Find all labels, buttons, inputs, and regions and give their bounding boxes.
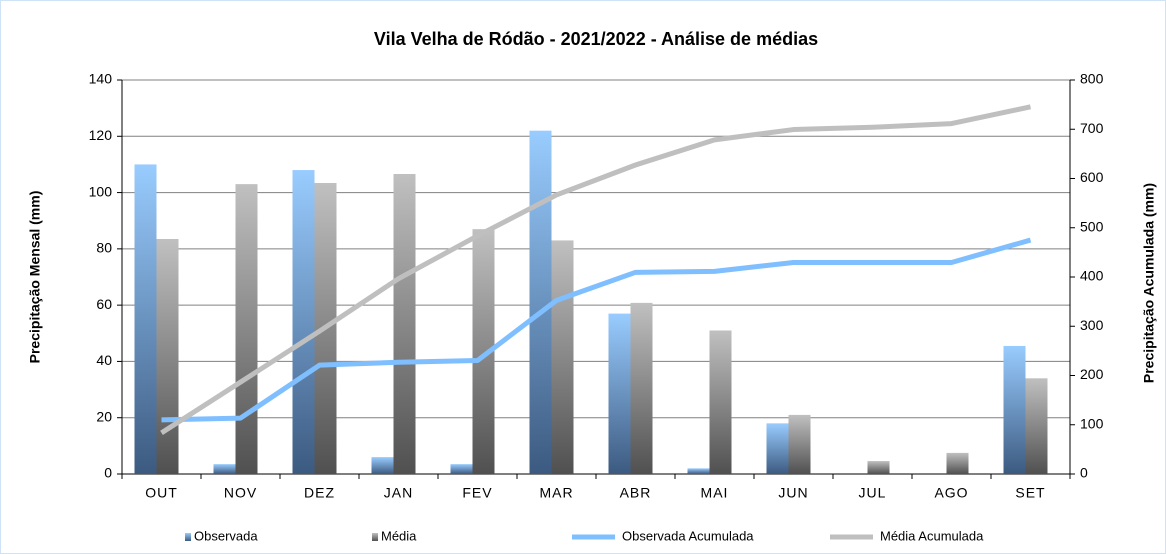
y2-tick-label: 700: [1080, 120, 1104, 136]
y-tick-label: 0: [104, 465, 112, 481]
y-tick-label: 140: [89, 71, 113, 87]
x-tick-label: MAR: [539, 485, 573, 501]
x-tick-label: OUT: [145, 485, 178, 501]
y-tick-label: 120: [89, 127, 113, 143]
y2-tick-label: 300: [1080, 317, 1104, 333]
y2-axis-title: Precipitação Acumulada (mm): [1141, 183, 1157, 383]
y2-tick-label: 600: [1080, 169, 1104, 185]
bar: [371, 457, 394, 474]
bar: [213, 464, 236, 474]
bar: [235, 184, 258, 474]
chart-title: Vila Velha de Ródão - 2021/2022 - Anális…: [374, 29, 818, 49]
y2-tick-label: 400: [1080, 268, 1104, 284]
bar: [472, 229, 495, 474]
legend-swatch: [372, 533, 378, 541]
x-tick-label: DEZ: [304, 485, 335, 501]
x-tick-label: JUL: [859, 485, 887, 501]
bar: [946, 452, 969, 474]
y2-tick-label: 800: [1080, 71, 1104, 87]
bar: [393, 173, 416, 475]
bar: [709, 330, 732, 474]
bar: [867, 461, 890, 474]
bar: [450, 464, 473, 474]
bar: [630, 302, 653, 474]
y-tick-label: 60: [96, 296, 112, 312]
line-series: [161, 237, 1032, 423]
y2-tick-label: 500: [1080, 218, 1104, 234]
legend-label: Observada: [194, 528, 258, 543]
bar: [788, 414, 811, 474]
y-tick-label: 20: [96, 408, 112, 424]
bar: [1003, 345, 1026, 474]
bar: [1025, 378, 1048, 474]
y-tick-label: 100: [89, 183, 113, 199]
x-tick-label: ABR: [620, 485, 652, 501]
bar: [156, 239, 179, 474]
x-tick-label: NOV: [224, 485, 257, 501]
bar: [608, 313, 631, 474]
line-series: [160, 104, 1032, 435]
bar: [551, 240, 574, 474]
y2-tick-label: 100: [1080, 415, 1104, 431]
legend-label: Observada Acumulada: [622, 528, 754, 543]
x-tick-label: SET: [1015, 485, 1045, 501]
bar: [134, 164, 157, 474]
bar: [529, 130, 552, 474]
bar: [292, 170, 315, 475]
y2-tick-label: 0: [1080, 465, 1088, 481]
x-tick-label: JUN: [778, 485, 808, 501]
x-tick-label: JAN: [384, 485, 413, 501]
legend-label: Média: [381, 528, 417, 543]
y-axis-title: Precipitação Mensal (mm): [27, 191, 43, 364]
legend-label: Média Acumulada: [880, 528, 984, 543]
legend-swatch: [185, 533, 191, 541]
y-tick-label: 40: [96, 352, 112, 368]
y2-tick-label: 200: [1080, 366, 1104, 382]
x-tick-label: FEV: [462, 485, 492, 501]
bar: [687, 468, 710, 474]
bar: [766, 423, 789, 474]
y-tick-label: 80: [96, 240, 112, 256]
x-tick-label: AGO: [934, 485, 968, 501]
x-tick-label: MAI: [701, 485, 729, 501]
